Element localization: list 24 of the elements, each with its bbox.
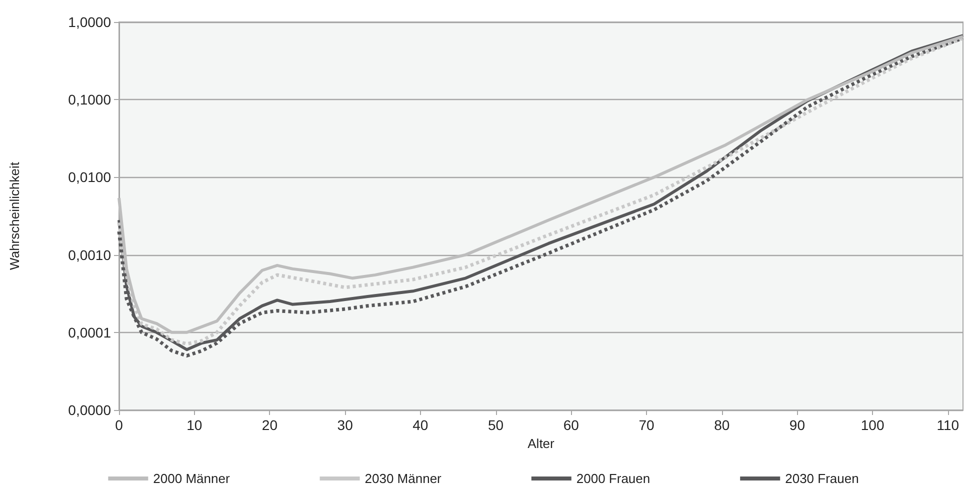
y-tick-label: 0,0000 bbox=[68, 402, 112, 418]
x-tick-label: 0 bbox=[115, 417, 124, 433]
x-tick-label: 80 bbox=[714, 417, 730, 433]
x-tick-label: 40 bbox=[412, 417, 428, 433]
legend-label: 2000 Männer bbox=[153, 471, 230, 486]
legend-label: 2030 Männer bbox=[364, 471, 442, 486]
x-tick-label: 50 bbox=[488, 417, 504, 433]
y-tick-label: 0,0010 bbox=[68, 246, 112, 263]
x-tick-label: 30 bbox=[337, 417, 354, 433]
x-tick-label: 100 bbox=[860, 417, 884, 433]
x-tick-label: 20 bbox=[262, 417, 278, 433]
x-axis-title: Alter bbox=[528, 436, 556, 451]
x-tick-label: 70 bbox=[638, 417, 654, 433]
y-tick-label: 0,0100 bbox=[68, 169, 112, 186]
x-tick-label: 10 bbox=[186, 417, 202, 433]
y-tick-label: 0,1000 bbox=[68, 92, 112, 108]
y-tick-label: 0,0001 bbox=[68, 324, 112, 340]
x-tick-label: 60 bbox=[563, 417, 580, 433]
y-tick-label: 1,0000 bbox=[68, 14, 112, 30]
x-tick-label: 90 bbox=[789, 417, 806, 433]
legend-label: 2000 Frauen bbox=[576, 471, 650, 486]
x-tick-label: 110 bbox=[936, 417, 960, 433]
y-axis-title: Wahrscheinlichkeit bbox=[7, 162, 22, 270]
legend-label: 2030 Frauen bbox=[785, 471, 859, 486]
